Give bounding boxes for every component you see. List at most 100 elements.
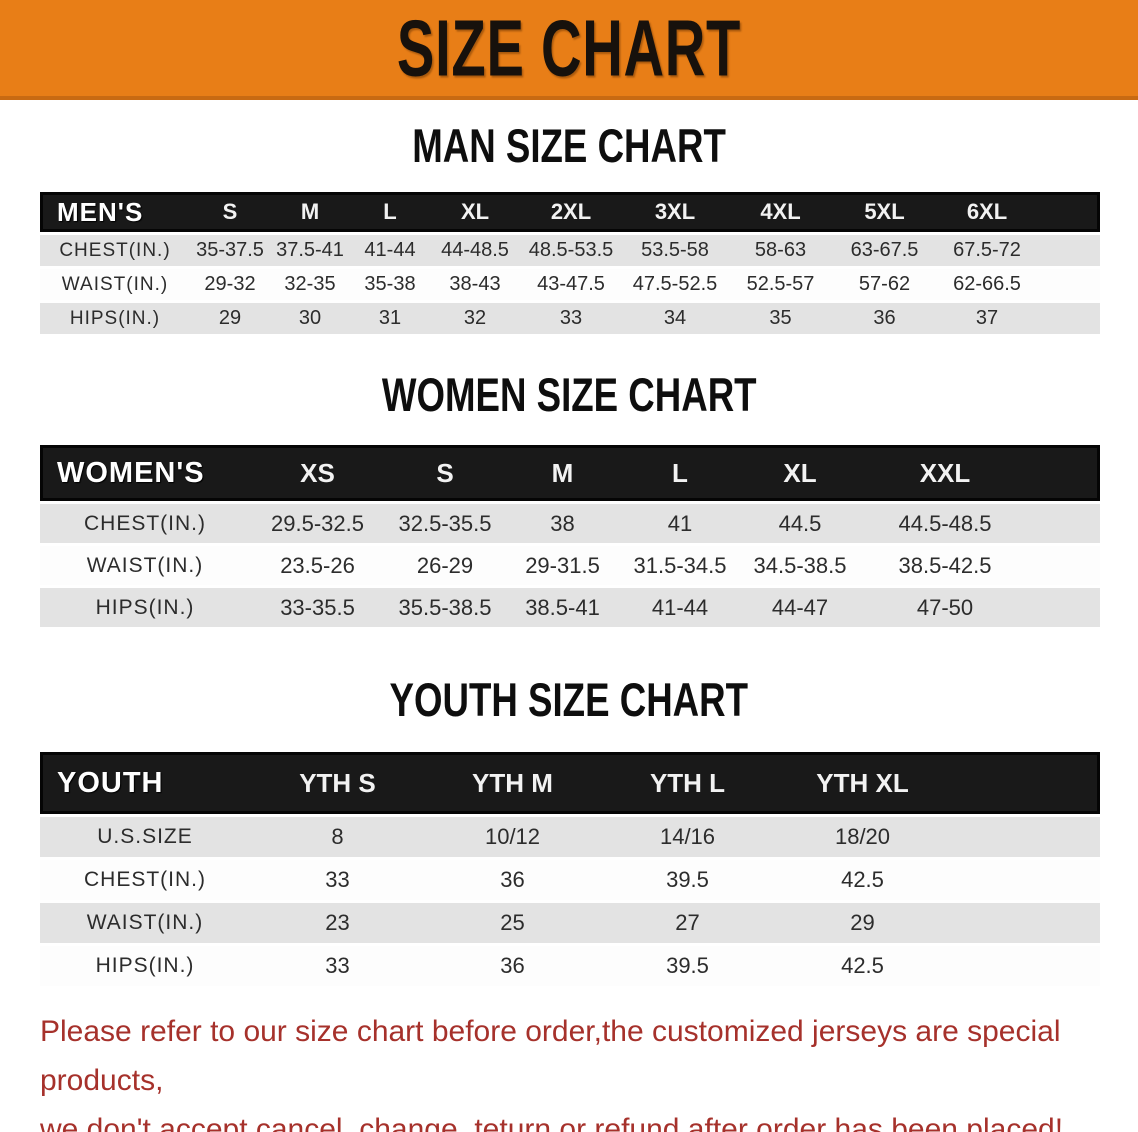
disclaimer-note: Please refer to our size chart before or…: [0, 1007, 1138, 1132]
size-header-cell: 5XL: [833, 192, 936, 232]
size-header-cell: 2XL: [520, 192, 622, 232]
table-category-header: YOUTH: [40, 752, 250, 814]
table-row: CHEST(IN.) 33 36 39.5 42.5: [40, 860, 1100, 900]
disclaimer-line-1: Please refer to our size chart before or…: [40, 1015, 1061, 1097]
value-cell: 32: [430, 303, 520, 334]
value-cell: 37: [936, 303, 1038, 334]
value-cell: 35.5-38.5: [385, 588, 505, 627]
value-cell: 29.5-32.5: [250, 504, 385, 543]
value-cell: 57-62: [833, 269, 936, 300]
youth-size-table: YOUTH YTH S YTH M YTH L YTH XL U.S.SIZE 8 10/1…: [40, 749, 1100, 989]
value-cell: 35-38: [350, 269, 430, 300]
value-cell: 63-67.5: [833, 235, 936, 266]
size-header-cell: YTH XL: [775, 752, 950, 814]
filler-cell: [1030, 445, 1100, 501]
size-header-cell: M: [505, 445, 620, 501]
filler-cell: [1030, 546, 1100, 585]
filler-cell: [950, 903, 1100, 943]
row-label-cell: CHEST(IN.): [40, 235, 190, 266]
value-cell: 33: [250, 860, 425, 900]
filler-cell: [1030, 504, 1100, 543]
value-cell: 39.5: [600, 860, 775, 900]
value-cell: 31: [350, 303, 430, 334]
size-header-cell: S: [385, 445, 505, 501]
value-cell: 44-48.5: [430, 235, 520, 266]
value-cell: 25: [425, 903, 600, 943]
value-cell: 10/12: [425, 817, 600, 857]
value-cell: 47.5-52.5: [622, 269, 728, 300]
value-cell: 33: [520, 303, 622, 334]
size-header-cell: XL: [740, 445, 860, 501]
youth-size-chart-heading: YOUTH SIZE CHART: [0, 672, 1138, 727]
value-cell: 58-63: [728, 235, 833, 266]
youth-table-header-row: YOUTH YTH S YTH M YTH L YTH XL: [40, 752, 1100, 814]
women-size-table: WOMEN'S XS S M L XL XXL CHEST(IN.) 29.5-32.5 32.…: [40, 442, 1100, 630]
size-header-cell: L: [350, 192, 430, 232]
value-cell: 47-50: [860, 588, 1030, 627]
value-cell: 43-47.5: [520, 269, 622, 300]
table-row: WAIST(IN.) 23 25 27 29: [40, 903, 1100, 943]
value-cell: 44-47: [740, 588, 860, 627]
table-row: U.S.SIZE 8 10/12 14/16 18/20: [40, 817, 1100, 857]
women-size-chart-heading: WOMEN SIZE CHART: [0, 367, 1138, 422]
value-cell: 8: [250, 817, 425, 857]
value-cell: 35: [728, 303, 833, 334]
size-header-cell: M: [270, 192, 350, 232]
value-cell: 23.5-26: [250, 546, 385, 585]
value-cell: 23: [250, 903, 425, 943]
value-cell: 33: [250, 946, 425, 986]
value-cell: 41-44: [620, 588, 740, 627]
table-row: HIPS(IN.) 29 30 31 32 33 34 35 36 37: [40, 303, 1100, 334]
table-row: WAIST(IN.) 29-32 32-35 35-38 38-43 43-47.5 47.…: [40, 269, 1100, 300]
man-size-chart-heading: MAN SIZE CHART: [0, 118, 1138, 173]
table-row: HIPS(IN.) 33-35.5 35.5-38.5 38.5-41 41-44 44-…: [40, 588, 1100, 627]
row-label-cell: WAIST(IN.): [40, 269, 190, 300]
value-cell: 48.5-53.5: [520, 235, 622, 266]
value-cell: 37.5-41: [270, 235, 350, 266]
banner-title: SIZE CHART: [396, 2, 742, 93]
men-table-header-row: MEN'S S M L XL 2XL 3XL 4XL 5XL 6XL: [40, 192, 1100, 232]
disclaimer-line-2: we don't accept cancel, change, teturn o…: [40, 1113, 1064, 1132]
value-cell: 32-35: [270, 269, 350, 300]
filler-cell: [1038, 269, 1100, 300]
value-cell: 39.5: [600, 946, 775, 986]
size-header-cell: XL: [430, 192, 520, 232]
size-header-cell: YTH L: [600, 752, 775, 814]
size-header-cell: XS: [250, 445, 385, 501]
size-header-cell: 3XL: [622, 192, 728, 232]
value-cell: 35-37.5: [190, 235, 270, 266]
filler-cell: [1038, 192, 1100, 232]
value-cell: 38-43: [430, 269, 520, 300]
value-cell: 14/16: [600, 817, 775, 857]
youth-size-chart-heading-text: YOUTH SIZE CHART: [389, 673, 749, 726]
size-header-cell: 4XL: [728, 192, 833, 232]
value-cell: 31.5-34.5: [620, 546, 740, 585]
filler-cell: [1038, 303, 1100, 334]
value-cell: 62-66.5: [936, 269, 1038, 300]
value-cell: 30: [270, 303, 350, 334]
value-cell: 44.5: [740, 504, 860, 543]
size-chart-banner: SIZE CHART: [0, 0, 1138, 100]
row-label-cell: CHEST(IN.): [40, 504, 250, 543]
value-cell: 27: [600, 903, 775, 943]
filler-cell: [950, 817, 1100, 857]
row-label-cell: U.S.SIZE: [40, 817, 250, 857]
value-cell: 33-35.5: [250, 588, 385, 627]
table-row: CHEST(IN.) 35-37.5 37.5-41 41-44 44-48.5 48.5…: [40, 235, 1100, 266]
table-category-header: WOMEN'S: [40, 445, 250, 501]
table-row: WAIST(IN.) 23.5-26 26-29 29-31.5 31.5-34.5 34…: [40, 546, 1100, 585]
value-cell: 29: [775, 903, 950, 943]
value-cell: 34.5-38.5: [740, 546, 860, 585]
filler-cell: [950, 946, 1100, 986]
table-row: HIPS(IN.) 33 36 39.5 42.5: [40, 946, 1100, 986]
value-cell: 36: [425, 946, 600, 986]
size-header-cell: YTH S: [250, 752, 425, 814]
row-label-cell: HIPS(IN.): [40, 588, 250, 627]
value-cell: 26-29: [385, 546, 505, 585]
value-cell: 41-44: [350, 235, 430, 266]
size-header-cell: YTH M: [425, 752, 600, 814]
value-cell: 38.5-42.5: [860, 546, 1030, 585]
value-cell: 29-32: [190, 269, 270, 300]
value-cell: 44.5-48.5: [860, 504, 1030, 543]
